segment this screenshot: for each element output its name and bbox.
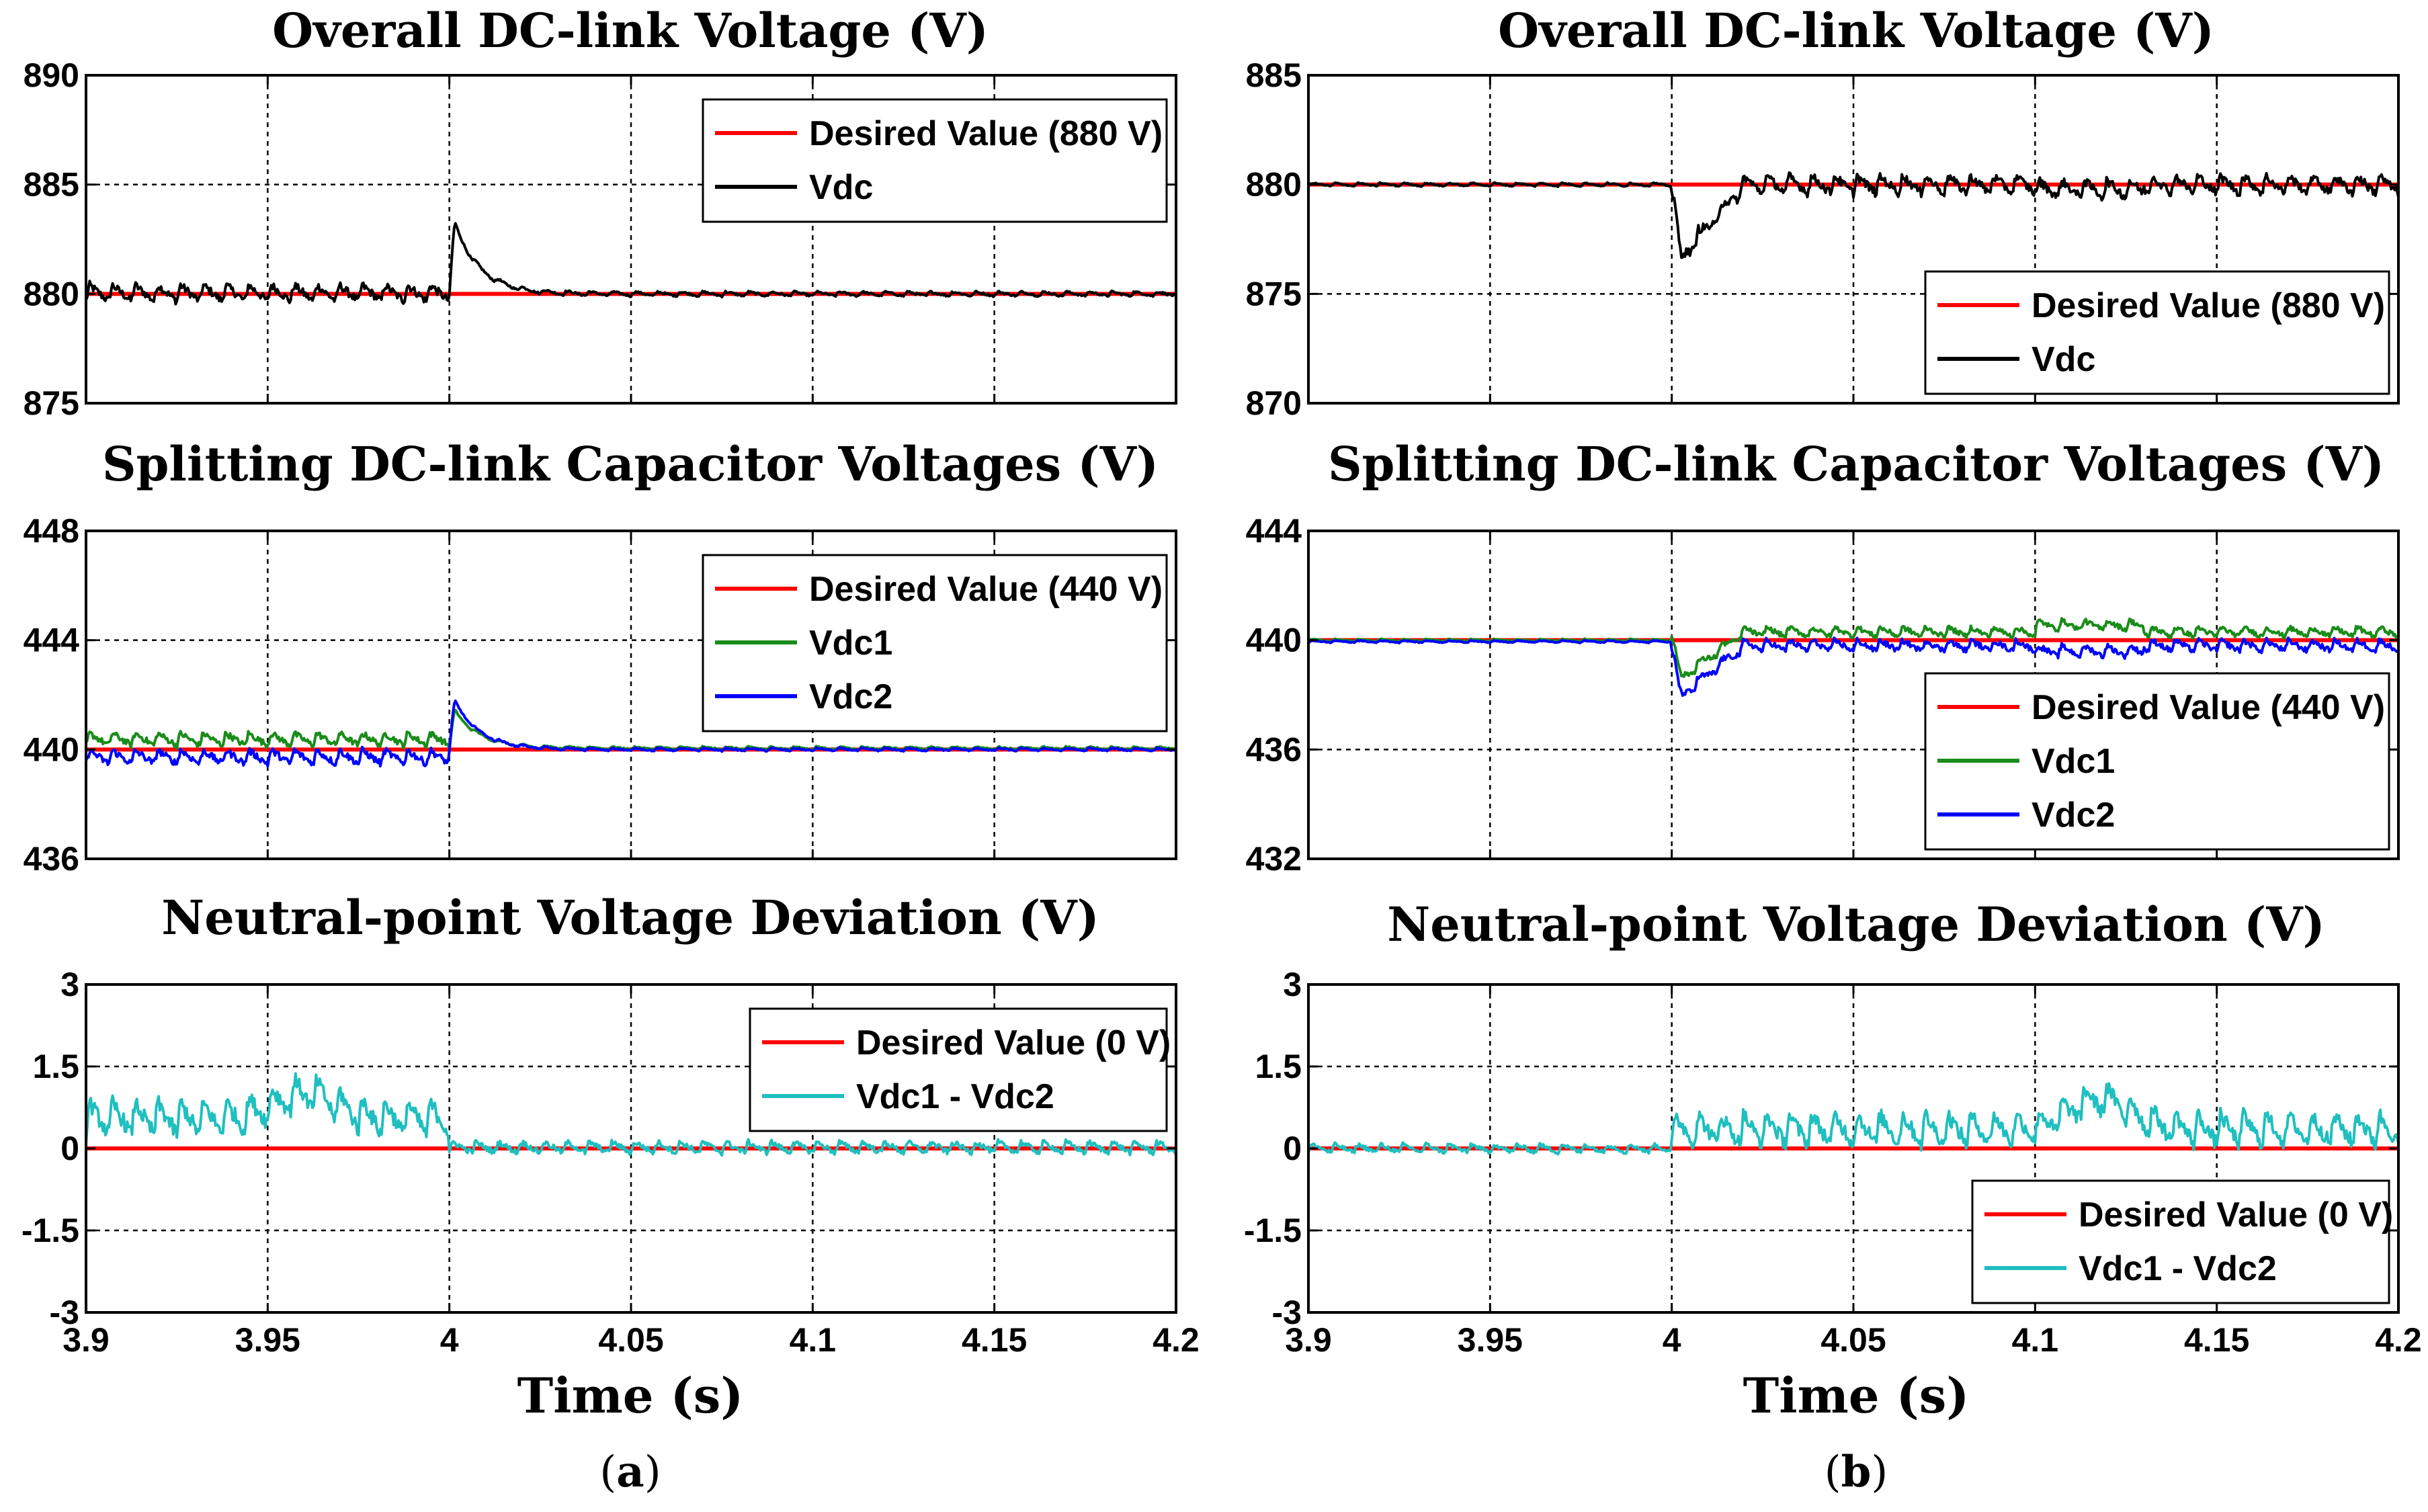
y-tick-label: 875 [24, 384, 79, 422]
y-tick-label: -3 [1272, 1294, 1302, 1331]
plot-title: Splitting DC-link Capacitor Voltages (V) [102, 436, 1159, 492]
y-tick-label: 890 [24, 56, 79, 94]
x-tick-label: 4.05 [1820, 1321, 1886, 1359]
legend: Desired Value (440 V) Vdc1 Vdc2 [702, 554, 1168, 732]
legend-box [702, 98, 1168, 223]
plot-title: Overall DC-link Voltage (V) [1498, 3, 2214, 58]
plot-b-mid: Splitting DC-link Capacitor Voltages (V)… [1246, 436, 2400, 878]
legend-box [749, 1007, 1168, 1132]
y-tick-label: 885 [1246, 56, 1302, 94]
x-tick-label: 4.1 [2012, 1321, 2059, 1359]
legend-label: Desired Value (880 V) [809, 114, 1163, 153]
x-tick-label: 4.1 [790, 1321, 837, 1359]
x-tick-label: 4 [440, 1321, 459, 1359]
legend-label: Desired Value (880 V) [2032, 286, 2385, 325]
panel-label-a: (a) [599, 1447, 661, 1497]
y-tick-label: 885 [24, 166, 79, 204]
y-tick-label: 444 [1246, 512, 1302, 550]
legend: Desired Value (440 V) Vdc1 Vdc2 [1924, 672, 2390, 851]
x-tick-label: 3.9 [1285, 1321, 1332, 1359]
y-tick-label: 440 [1246, 622, 1302, 659]
series-line-vdc2 [85, 699, 1177, 768]
series-line-vdc1-vdc2 [1307, 1082, 2400, 1156]
plot-a-mid: Splitting DC-link Capacitor Voltages (V)… [24, 436, 1177, 878]
x-tick-label: 3.95 [235, 1321, 300, 1359]
legend-box [1924, 270, 2390, 395]
y-tick-label: 3 [1283, 966, 1302, 1003]
y-tick-label: 1.5 [1255, 1048, 1302, 1085]
y-tick-label: 440 [24, 730, 79, 768]
legend-label: Vdc2 [2032, 796, 2115, 835]
x-tick-label: 4.05 [598, 1321, 663, 1359]
y-tick-label: 3 [60, 966, 79, 1003]
x-tick-label: 4 [1663, 1321, 1681, 1359]
y-tick-label: 880 [24, 275, 79, 312]
legend-label: Vdc1 - Vdc2 [2079, 1249, 2277, 1288]
legend-label: Vdc1 - Vdc2 [856, 1077, 1054, 1116]
x-tick-label: 3.95 [1458, 1321, 1523, 1359]
x-axis-label-a: Time (s) [517, 1367, 744, 1424]
legend-label: Vdc1 [809, 624, 892, 663]
legend-label: Desired Value (0 V) [2079, 1195, 2393, 1234]
y-tick-label: 436 [1246, 730, 1302, 768]
y-tick-label: 870 [1246, 384, 1302, 422]
y-tick-label: 448 [24, 512, 79, 550]
series-line-vdc [85, 222, 1177, 306]
legend-label: Vdc [809, 168, 873, 207]
y-tick-label: 0 [1283, 1130, 1302, 1167]
plot-a-bot: Neutral-point Voltage Deviation (V) -3 -1.… [22, 890, 1200, 1359]
series-line-vdc1-vdc2 [85, 1072, 1177, 1157]
series-line-vdc [1307, 171, 2400, 259]
legend-label: Vdc2 [809, 677, 892, 716]
plot-b-top: Overall DC-link Voltage (V) 870 875 880 885 D… [1246, 3, 2400, 422]
x-tick-label: 4.15 [2184, 1321, 2249, 1359]
x-tick-label: 4.2 [1153, 1321, 1200, 1359]
plot-title: Splitting DC-link Capacitor Voltages (V) [1328, 436, 2384, 492]
legend-label: Desired Value (440 V) [809, 570, 1163, 609]
plot-title: Neutral-point Voltage Deviation (V) [161, 890, 1099, 946]
y-tick-label: 1.5 [32, 1048, 79, 1085]
y-tick-label: -1.5 [1244, 1212, 1302, 1249]
y-tick-label: 432 [1246, 840, 1302, 878]
legend: Desired Value (0 V) Vdc1 - Vdc2 [1971, 1179, 2393, 1304]
legend-label: Desired Value (440 V) [2032, 688, 2385, 727]
x-tick-label: 4.15 [962, 1321, 1027, 1359]
y-tick-label: -1.5 [22, 1212, 79, 1249]
y-tick-label: 0 [60, 1130, 79, 1167]
legend-label: Vdc [2032, 340, 2095, 379]
y-tick-label: -3 [50, 1294, 79, 1331]
y-tick-label: 444 [24, 622, 80, 659]
plot-title: Overall DC-link Voltage (V) [272, 3, 989, 58]
legend-label: Vdc1 [2032, 742, 2115, 781]
legend: Desired Value (880 V) Vdc [702, 98, 1168, 223]
series-line-vdc2 [1308, 636, 2400, 698]
legend: Desired Value (880 V) Vdc [1924, 270, 2390, 395]
y-tick-label: 875 [1246, 275, 1302, 312]
legend-box [1971, 1179, 2390, 1304]
legend: Desired Value (0 V) Vdc1 - Vdc2 [749, 1007, 1171, 1132]
panel-label-b: (b) [1825, 1447, 1888, 1497]
plot-a-top: Overall DC-link Voltage (V) 875 880 885 890 D… [24, 3, 1177, 422]
plot-b-bot: Neutral-point Voltage Deviation (V) -3 -1.… [1244, 896, 2422, 1359]
y-tick-label: 436 [24, 840, 79, 878]
legend-label: Desired Value (0 V) [856, 1023, 1171, 1062]
y-tick-label: 880 [1246, 166, 1302, 204]
x-tick-label: 3.9 [62, 1321, 110, 1359]
x-axis-label-b: Time (s) [1743, 1367, 1970, 1424]
plot-title: Neutral-point Voltage Deviation (V) [1387, 896, 2325, 952]
x-tick-label: 4.2 [2375, 1321, 2422, 1359]
